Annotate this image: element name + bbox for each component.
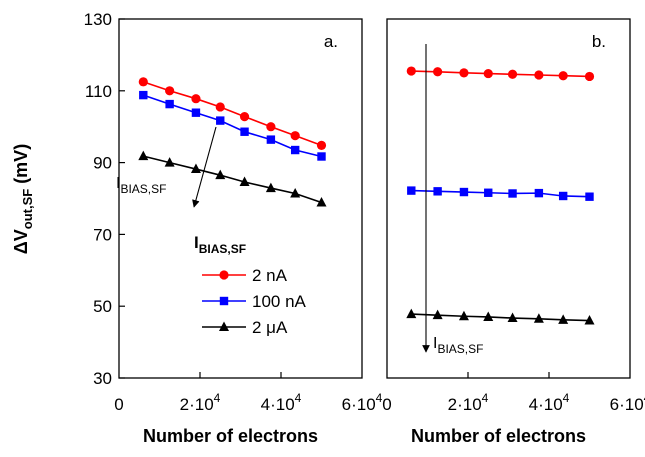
- data-point: [316, 140, 327, 150]
- data-point: [239, 112, 250, 122]
- data-point: [138, 150, 149, 161]
- series-2-μA: [406, 308, 595, 325]
- legend-item: 2 nA: [202, 266, 288, 285]
- legend-marker: [219, 321, 229, 331]
- series-2-μA: [138, 150, 327, 207]
- x-tick-label: 6·104: [610, 391, 645, 414]
- data-point: [508, 189, 517, 198]
- data-point: [407, 186, 416, 195]
- data-point: [138, 77, 148, 87]
- y-tick-label: 130: [84, 10, 112, 29]
- x-tick-label: 0: [382, 395, 391, 414]
- x-tick-label: 4·104: [261, 391, 302, 414]
- data-point: [433, 187, 442, 196]
- x-tick-label: 0: [114, 395, 123, 414]
- data-point: [290, 187, 301, 198]
- data-point: [165, 99, 174, 109]
- legend-marker: [219, 296, 229, 306]
- data-point: [190, 163, 201, 174]
- series-100-nA: [407, 186, 594, 201]
- legend: IBIAS,SF 2 nA 100 nA 2 μA: [194, 233, 307, 337]
- data-point: [215, 169, 226, 180]
- x-tick-label: 6·104: [342, 391, 383, 414]
- plot-frame: [118, 18, 363, 379]
- x-tick-label: 2·104: [180, 391, 221, 414]
- annotation-arrow: [192, 126, 217, 208]
- data-point: [406, 308, 417, 319]
- data-point: [458, 310, 469, 321]
- data-point: [433, 67, 443, 77]
- data-point: [558, 191, 568, 201]
- x-tick-label: 4·104: [529, 391, 570, 414]
- plot-frame: [386, 18, 631, 379]
- data-point: [533, 313, 544, 323]
- series-2-nA: [138, 77, 327, 150]
- data-point: [266, 122, 276, 132]
- series-line: [143, 155, 322, 204]
- data-point: [216, 116, 225, 125]
- x-axis-title: Number of electrons: [411, 426, 586, 446]
- panel-label: a.: [324, 32, 338, 51]
- data-point: [191, 94, 201, 104]
- panel-b: 0 2·104 4·104 6·104 Number of electrons b. IBI…: [382, 18, 645, 446]
- data-point: [191, 108, 201, 117]
- data-point: [483, 311, 494, 321]
- data-point: [215, 102, 225, 112]
- data-point: [432, 309, 443, 320]
- legend-label: 100 nA: [252, 292, 307, 311]
- y-tick-label: 90: [93, 154, 112, 173]
- data-point: [139, 90, 148, 100]
- series-line: [411, 313, 590, 322]
- legend-marker: [219, 270, 229, 280]
- data-point: [266, 135, 276, 144]
- data-point: [507, 69, 518, 79]
- data-point: [534, 188, 544, 198]
- panel-a: 30 50 70 90 110 130 0 2·104 4·104 6·104 Number of …: [84, 10, 383, 446]
- legend-label: 2 nA: [252, 266, 288, 285]
- data-point: [406, 66, 416, 76]
- legend-title: IBIAS,SF: [194, 233, 246, 256]
- data-point: [240, 127, 249, 136]
- data-point: [239, 176, 250, 186]
- data-point: [484, 188, 493, 197]
- legend-label: 2 μA: [252, 318, 288, 337]
- legend-item: 2 μA: [202, 318, 288, 337]
- series-100-nA: [139, 90, 326, 161]
- panel-label: b.: [592, 32, 606, 51]
- data-point: [534, 70, 544, 80]
- series-2-nA: [406, 66, 595, 82]
- y-tick-label: 30: [93, 369, 112, 388]
- data-point: [290, 145, 300, 155]
- y-tick-label: 70: [93, 225, 112, 244]
- data-point: [584, 71, 595, 82]
- data-point: [290, 131, 300, 141]
- data-point: [265, 182, 276, 193]
- x-tick-label: 2·104: [448, 391, 489, 414]
- data-point: [507, 312, 518, 323]
- y-axis-title: ΔVout,SF (mV): [11, 144, 35, 254]
- annotation-label: IBIAS,SF: [433, 335, 483, 356]
- data-point: [558, 314, 569, 324]
- data-point: [483, 68, 493, 79]
- annotation-label: IBIAS,SF: [116, 175, 166, 196]
- data-point: [459, 187, 469, 197]
- legend-item: 100 nA: [202, 292, 307, 311]
- data-point: [459, 68, 469, 78]
- data-point: [165, 86, 175, 96]
- data-point: [558, 71, 568, 81]
- y-tick-label: 50: [93, 297, 112, 316]
- data-point: [584, 315, 595, 325]
- data-point: [317, 152, 326, 161]
- data-point: [164, 157, 175, 167]
- data-point: [585, 192, 594, 201]
- x-axis-title: Number of electrons: [143, 426, 318, 446]
- y-tick-label: 110: [85, 82, 112, 101]
- data-point: [316, 196, 327, 207]
